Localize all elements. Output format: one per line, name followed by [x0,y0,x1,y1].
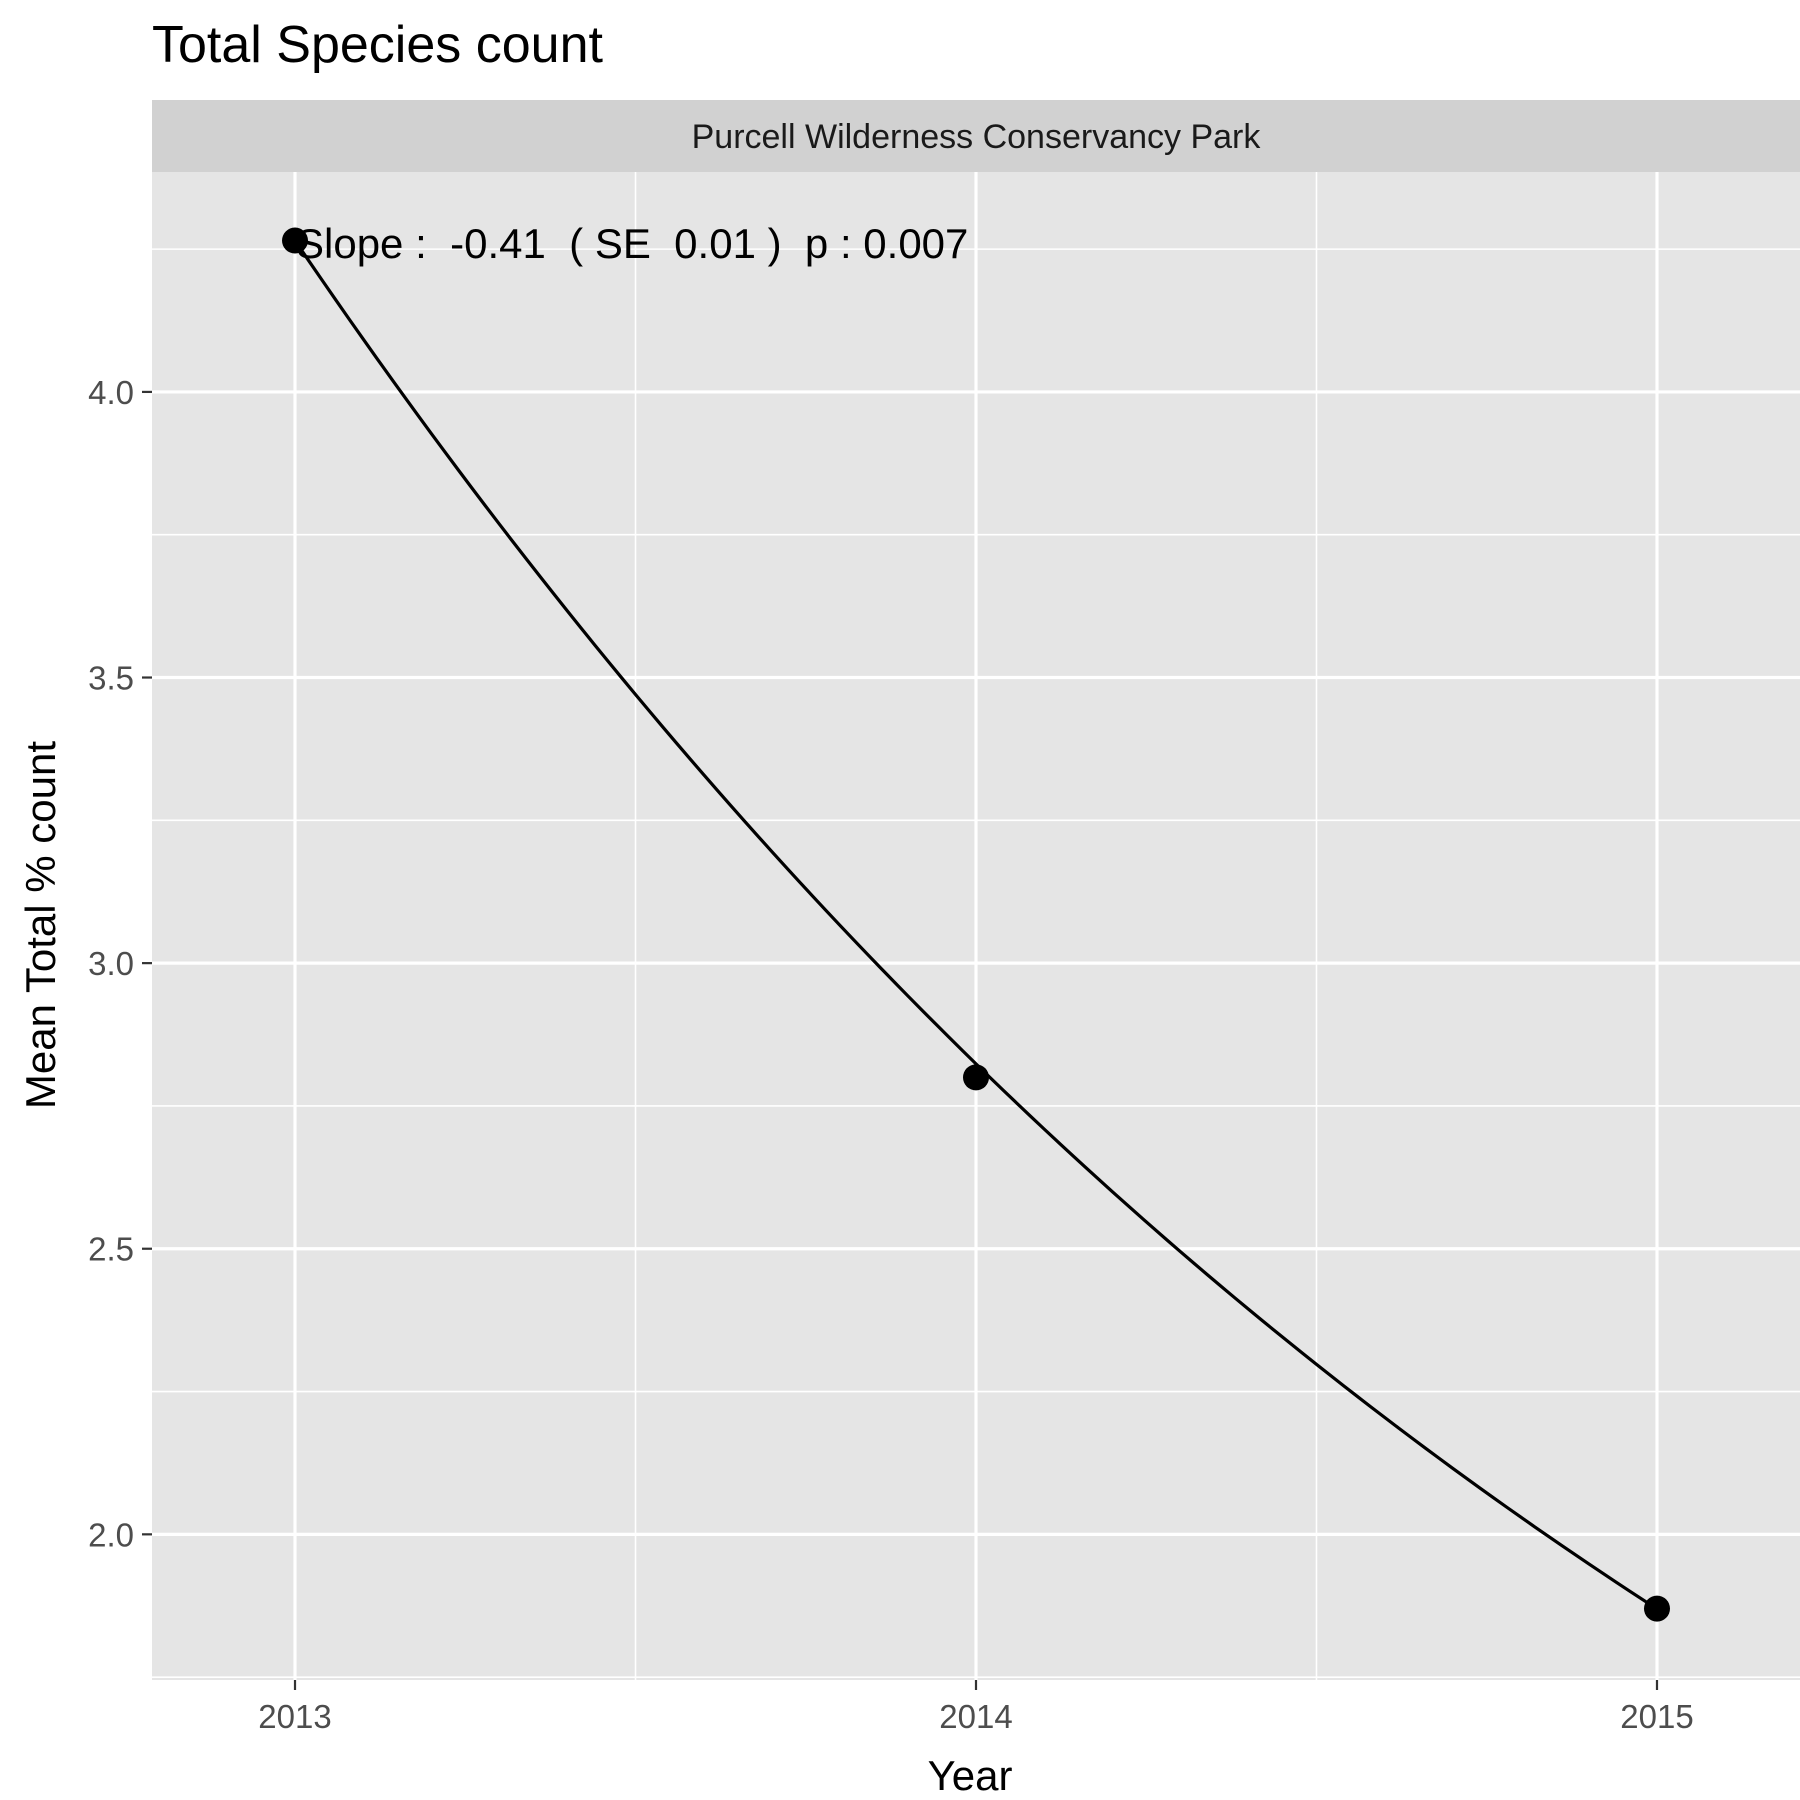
x-tick-label: 2015 [1620,1698,1693,1735]
data-points [282,227,1670,1622]
x-axis: 2013 2014 2015 [258,1680,1694,1735]
slope-annotation: Slope : -0.41 ( SE 0.01 ) p : 0.007 [296,220,968,267]
y-axis-title: Mean Total % count [17,741,64,1109]
fit-curve-layer [293,239,1658,1611]
y-tick-label: 2.0 [88,1516,134,1553]
x-axis-title: Year [928,1752,1013,1799]
x-tick-label: 2013 [258,1698,331,1735]
fit-curve [293,239,1658,1611]
y-tick-label: 3.5 [88,660,134,697]
data-point [282,227,309,254]
data-point [963,1064,989,1091]
facet-label: Purcell Wilderness Conservancy Park [692,118,1262,156]
y-tick-label: 4.0 [88,374,134,411]
facet-strip [152,100,1800,172]
major-gridlines [152,172,1800,1680]
y-tick-label: 3.0 [88,945,134,982]
data-point [1643,1595,1670,1622]
x-tick-label: 2014 [939,1698,1012,1735]
y-tick-label: 2.5 [88,1231,134,1268]
y-axis: 2.0 2.5 3.0 3.5 4.0 [88,374,152,1553]
chart-title: Total Species count [152,16,603,74]
